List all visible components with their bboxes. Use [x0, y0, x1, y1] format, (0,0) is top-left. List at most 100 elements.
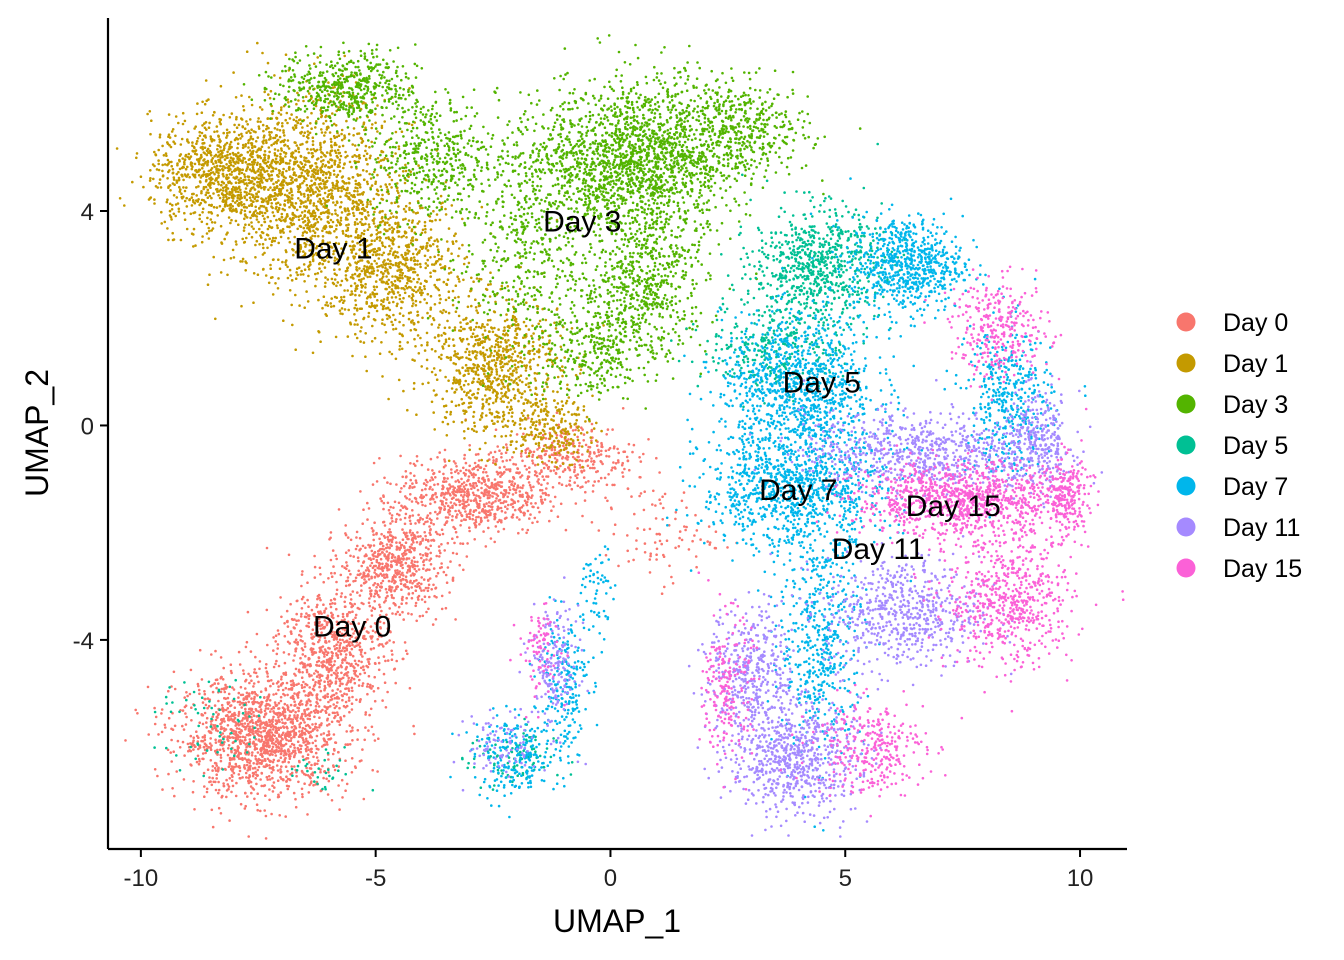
- data-point: [246, 717, 249, 721]
- data-point: [282, 692, 285, 696]
- data-point: [288, 117, 292, 120]
- data-point: [183, 211, 186, 215]
- data-point: [401, 566, 405, 570]
- data-point: [287, 761, 291, 764]
- data-point: [390, 658, 394, 661]
- data-point: [234, 713, 237, 717]
- data-point: [233, 169, 236, 173]
- data-point: [327, 730, 331, 733]
- data-point: [228, 204, 232, 207]
- data-point: [256, 120, 260, 123]
- data-point: [171, 167, 175, 171]
- data-point: [351, 739, 354, 742]
- data-point: [372, 533, 375, 536]
- data-point: [167, 689, 170, 693]
- data-point: [367, 674, 371, 678]
- data-point: [377, 552, 380, 556]
- data-point: [370, 527, 374, 530]
- data-point: [453, 541, 456, 545]
- data-point: [358, 678, 361, 682]
- data-point: [283, 199, 287, 202]
- data-point: [473, 461, 477, 465]
- data-point: [161, 144, 164, 148]
- data-point: [217, 135, 220, 138]
- data-point: [367, 543, 370, 547]
- data-point: [586, 459, 589, 462]
- data-point: [249, 163, 252, 166]
- data-point: [487, 478, 490, 481]
- data-point: [402, 484, 406, 488]
- data-point: [251, 751, 254, 754]
- data-point: [326, 743, 329, 746]
- data-point: [459, 524, 462, 527]
- data-point: [314, 722, 318, 726]
- data-point: [231, 719, 234, 723]
- data-point: [149, 196, 153, 199]
- data-point: [243, 209, 247, 213]
- data-point: [350, 771, 354, 774]
- data-point: [484, 483, 487, 486]
- data-point: [264, 814, 268, 818]
- data-point: [197, 762, 201, 766]
- data-point: [529, 513, 532, 516]
- data-point: [590, 428, 594, 432]
- data-point: [235, 781, 238, 785]
- data-point: [668, 564, 671, 568]
- data-point: [354, 669, 358, 673]
- data-point: [281, 738, 284, 741]
- data-point: [366, 658, 370, 661]
- data-point: [305, 624, 308, 628]
- data-point: [272, 758, 276, 762]
- data-point: [279, 695, 283, 699]
- data-point: [270, 812, 273, 816]
- data-point: [198, 159, 201, 162]
- data-point: [483, 467, 486, 471]
- data-point: [269, 165, 273, 168]
- data-point: [227, 744, 231, 747]
- data-point: [576, 455, 579, 459]
- data-point: [223, 767, 227, 771]
- data-point: [211, 825, 215, 829]
- data-point: [223, 720, 226, 723]
- data-point: [320, 664, 324, 668]
- data-point: [411, 539, 415, 542]
- data-point: [288, 778, 292, 782]
- data-point: [275, 224, 279, 227]
- data-point: [160, 730, 164, 734]
- data-point: [463, 487, 467, 491]
- data-point: [484, 464, 488, 468]
- data-point: [192, 736, 195, 739]
- data-point: [249, 765, 252, 768]
- data-point: [180, 166, 184, 170]
- data-point: [414, 604, 418, 608]
- data-point: [576, 435, 579, 439]
- data-point: [237, 133, 241, 137]
- data-point: [152, 177, 155, 181]
- data-point: [321, 764, 324, 768]
- data-point: [303, 690, 306, 693]
- data-point: [161, 174, 165, 177]
- data-point: [257, 765, 261, 769]
- data-point: [197, 198, 200, 201]
- data-point: [378, 537, 381, 541]
- data-point: [201, 735, 205, 739]
- data-point: [397, 147, 401, 151]
- data-point: [359, 666, 363, 670]
- data-point: [203, 690, 206, 693]
- data-point: [238, 172, 241, 176]
- data-point: [213, 221, 217, 224]
- data-point: [591, 490, 595, 493]
- data-point: [493, 517, 496, 521]
- data-point: [573, 481, 576, 484]
- data-point: [353, 765, 357, 768]
- data-point: [500, 509, 504, 513]
- data-point: [235, 176, 239, 179]
- data-point: [256, 184, 259, 187]
- data-point: [397, 561, 401, 564]
- data-point: [481, 476, 485, 480]
- data-point: [244, 771, 248, 775]
- data-point: [309, 663, 312, 666]
- data-point: [169, 145, 173, 149]
- data-point: [500, 452, 503, 455]
- data-point: [232, 256, 236, 259]
